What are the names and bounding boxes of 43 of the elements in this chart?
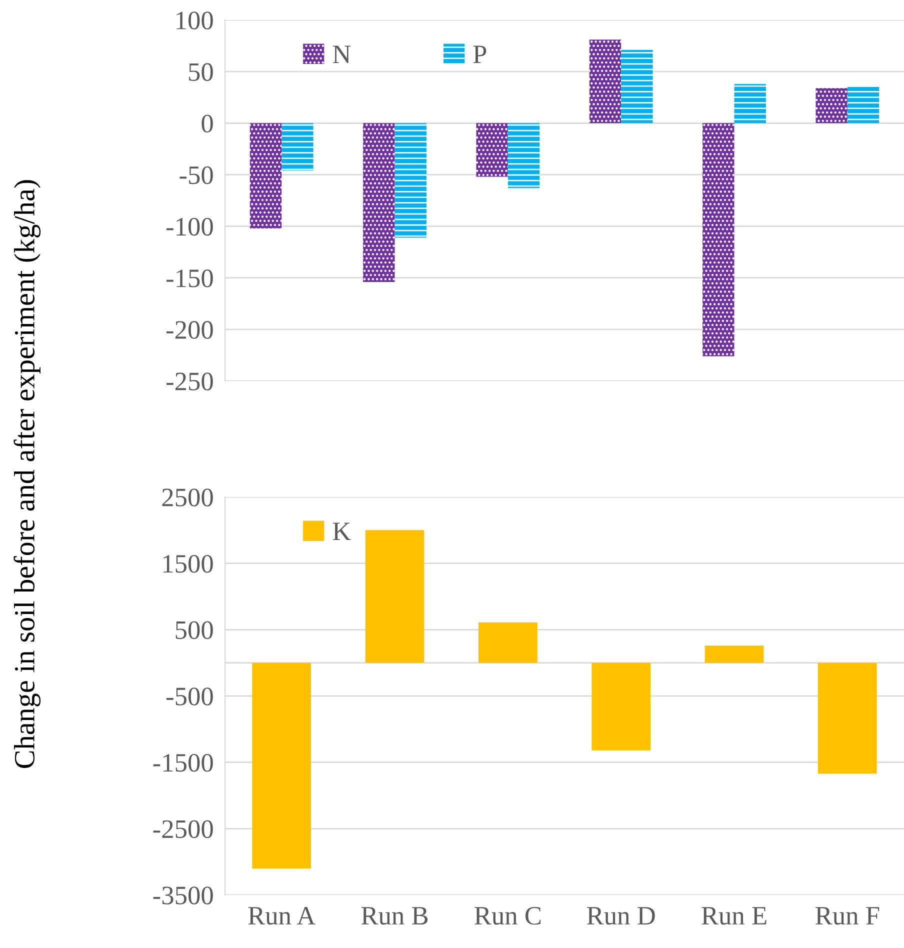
bar: [250, 123, 282, 228]
bar: [592, 662, 651, 750]
x-tick-label: Run A: [248, 907, 316, 925]
bar: [621, 50, 653, 124]
y-tick-label: 0: [202, 114, 213, 133]
bar: [702, 123, 734, 356]
y-tick-label: -150: [166, 269, 213, 288]
bar: [394, 123, 426, 238]
y-axis-title: Change in soil before and after experiment (kg/ha): [14, 180, 41, 768]
y-tick-label: -200: [166, 321, 213, 339]
y-tick-label: -1500: [153, 754, 213, 772]
y-tick-label: -2500: [153, 820, 213, 838]
x-tick-label: Run E: [702, 907, 766, 925]
y-tick-label: 100: [176, 12, 213, 30]
bar: [508, 123, 540, 188]
y-tick-label: 2500: [162, 488, 213, 506]
x-tick-label: Run C: [474, 906, 541, 925]
legend-label: N: [332, 46, 351, 64]
y-tick-label: -500: [166, 688, 213, 706]
y-tick-label: -100: [166, 218, 213, 236]
bar: [252, 662, 312, 868]
y-tick-label: -50: [180, 166, 213, 184]
y-tick-label: 500: [176, 621, 213, 640]
y-tick-label: 1500: [163, 554, 213, 573]
legend-label: P: [473, 46, 486, 64]
y-tick-label: -250: [166, 372, 213, 390]
y-tick-label: -3500: [153, 886, 213, 904]
y-tick-label: 50: [189, 63, 213, 81]
bar: [818, 662, 877, 774]
bar: [282, 123, 314, 171]
x-tick-label: Run F: [816, 907, 880, 925]
bar: [816, 88, 848, 124]
bar: [365, 530, 424, 663]
x-tick-label: Run B: [361, 907, 428, 925]
bar: [589, 40, 622, 124]
bar: [363, 123, 395, 282]
legend-label: K: [332, 522, 351, 540]
x-tick-label: Run D: [587, 907, 655, 925]
bar: [476, 123, 508, 177]
bar: [734, 84, 766, 124]
bar: [704, 646, 764, 663]
bar: [478, 622, 538, 663]
bar: [847, 87, 880, 124]
